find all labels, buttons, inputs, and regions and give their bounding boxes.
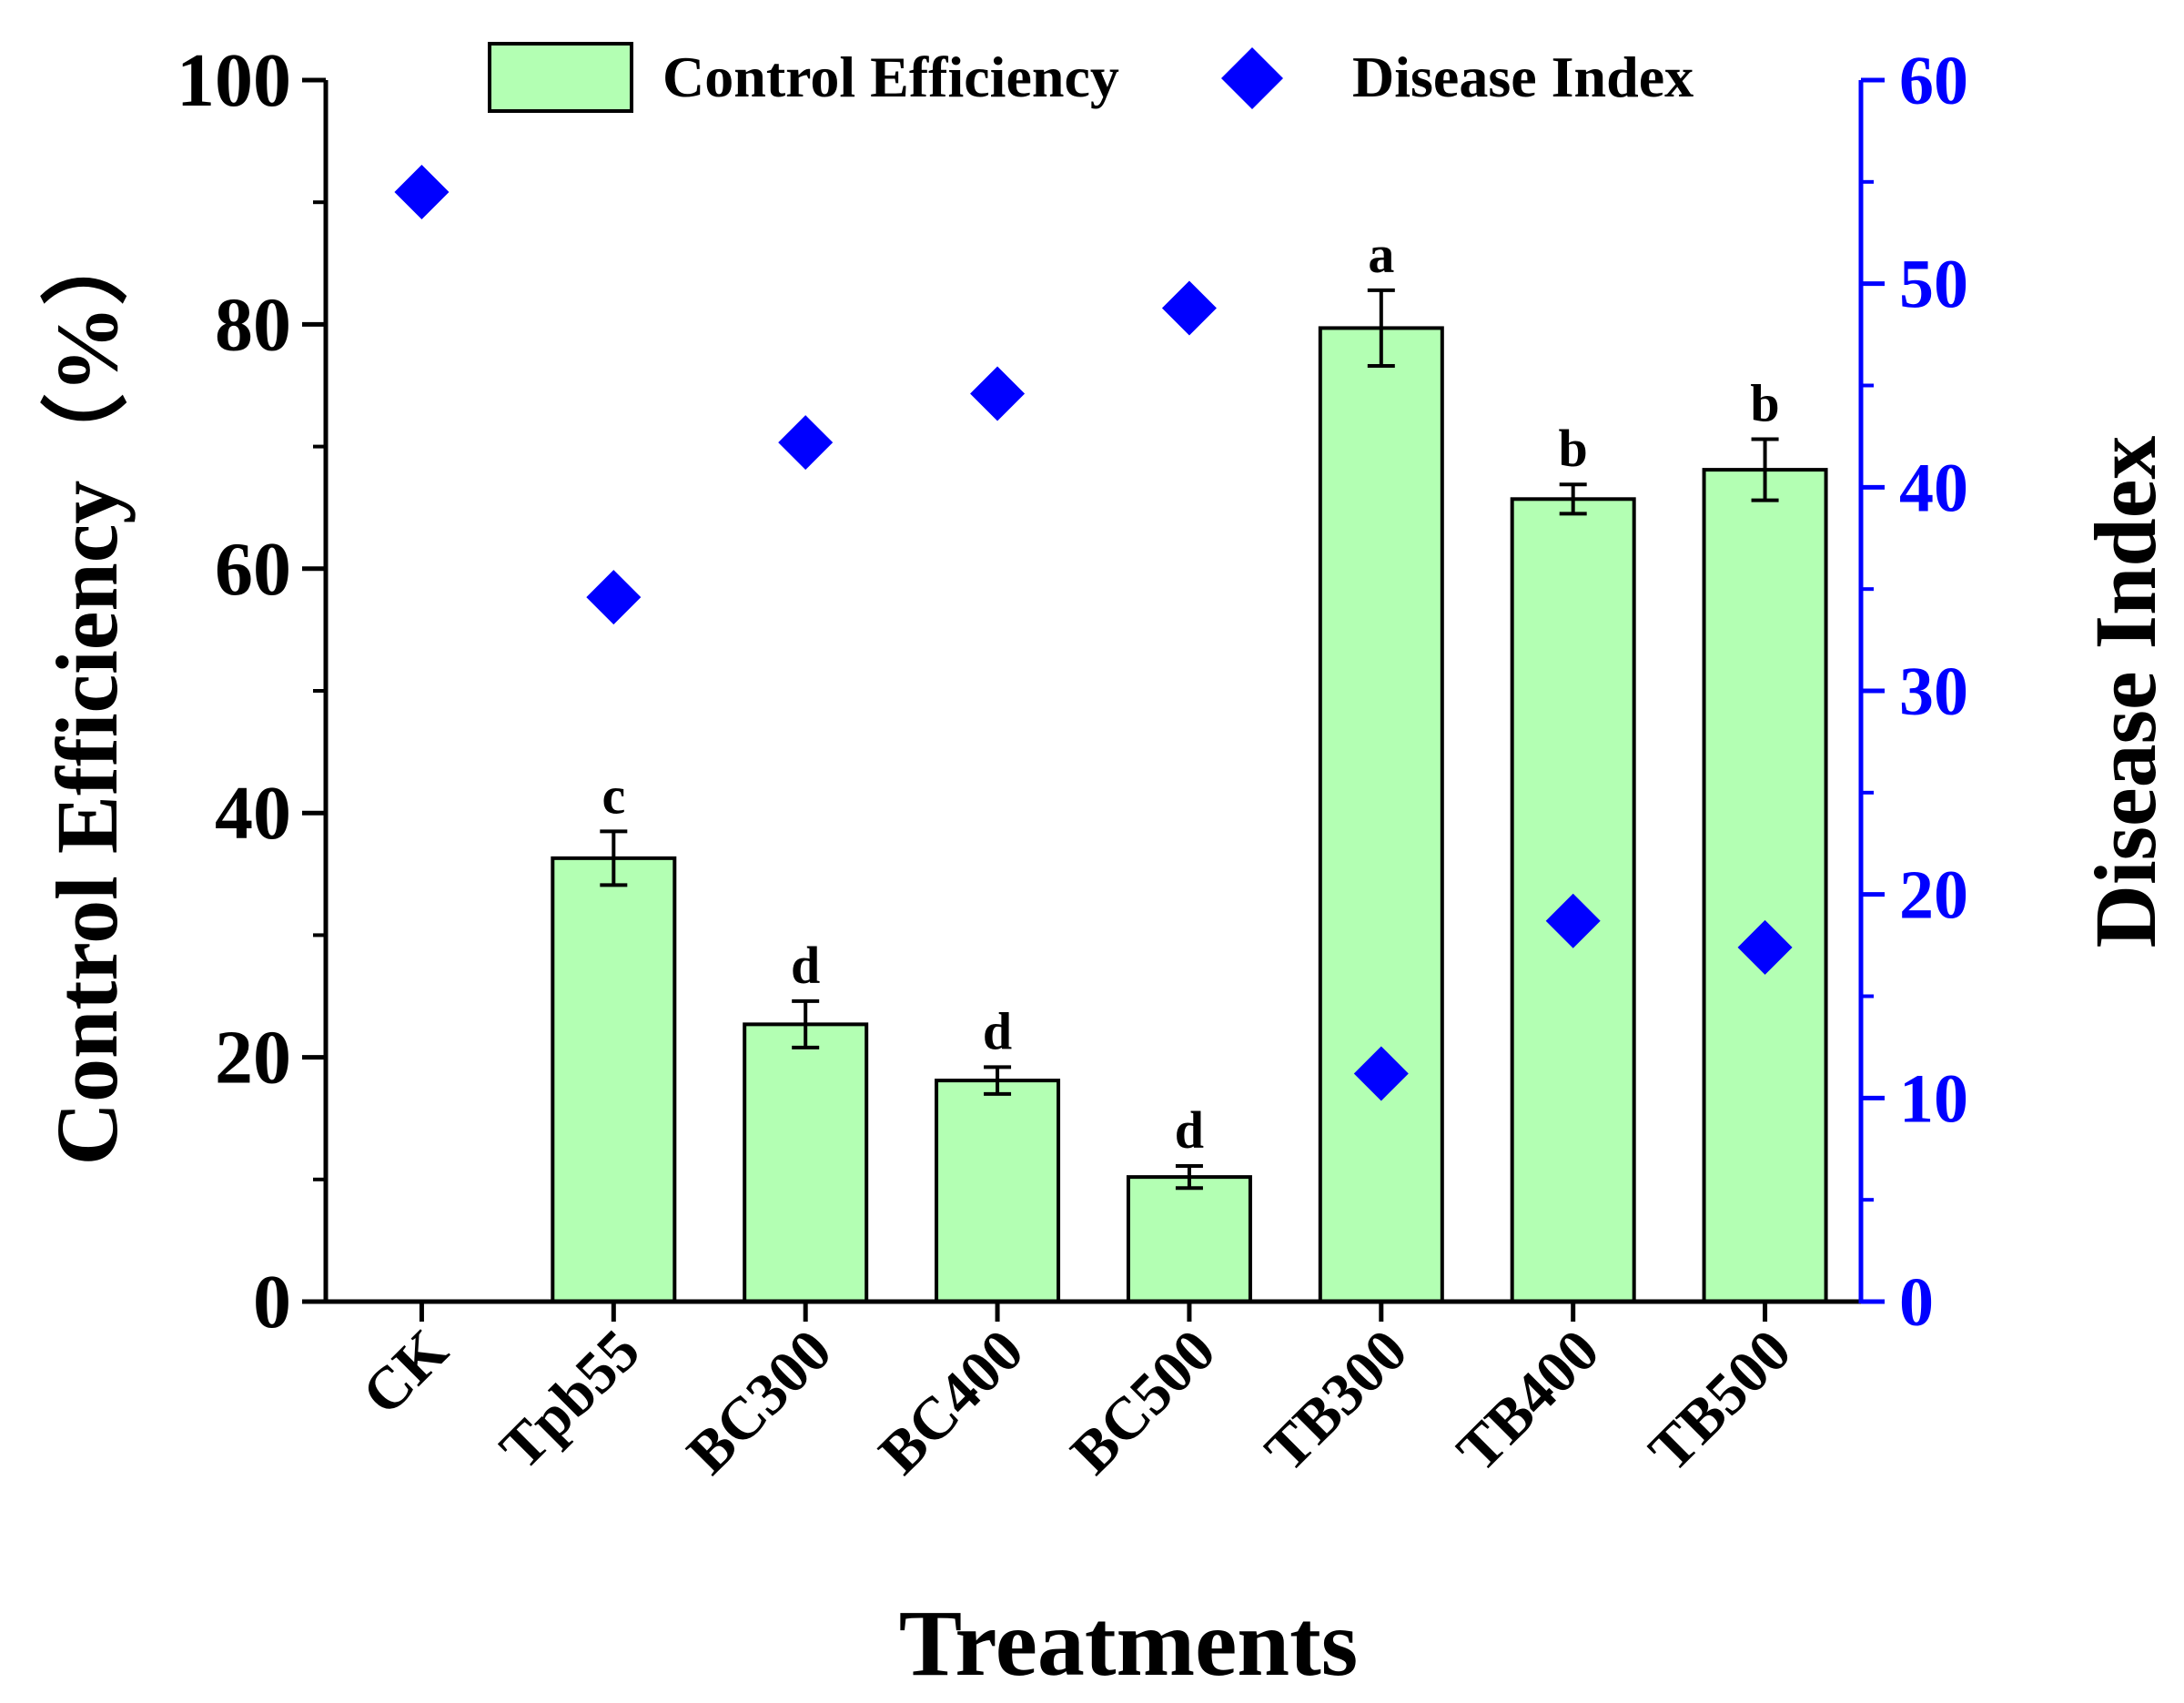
- legend-swatch-control-efficiency: [488, 42, 633, 113]
- left-tick-label-40: 40: [215, 771, 291, 856]
- disease-index-point-BC400: [970, 366, 1026, 421]
- disease-index-point-TB300: [1353, 1046, 1409, 1101]
- x-tick-label-Tpb55: Tpb55: [488, 1317, 652, 1482]
- legend-marker-disease-index: [1221, 47, 1283, 109]
- left-axis-title: Control Efficiency（%）: [38, 218, 136, 1166]
- significance-label-TB400: b: [1559, 419, 1588, 478]
- legend-label-disease-index: Disease Index: [1352, 45, 1694, 109]
- right-tick-label-10: 10: [1899, 1060, 1968, 1137]
- significance-label-TB300: a: [1368, 225, 1394, 284]
- left-tick-label-100: 100: [177, 38, 291, 123]
- x-tick-label-BC300: BC300: [674, 1317, 844, 1486]
- bar-TB500: [1702, 468, 1828, 1303]
- x-tick-label-CK: CK: [349, 1317, 460, 1428]
- significance-label-BC300: d: [791, 936, 820, 995]
- disease-index-point-TB500: [1737, 919, 1793, 975]
- x-tick-label-TB300: TB300: [1253, 1317, 1421, 1485]
- x-tick-label-BC500: BC500: [1058, 1317, 1228, 1486]
- right-tick-label-30: 30: [1899, 654, 1968, 730]
- right-tick-label-50: 50: [1899, 247, 1968, 323]
- left-tick-label-20: 20: [215, 1016, 291, 1100]
- x-tick-label-BC400: BC400: [866, 1317, 1036, 1486]
- bar-BC500: [1126, 1175, 1252, 1303]
- left-tick-label-80: 80: [215, 282, 291, 367]
- bar-TB300: [1318, 326, 1444, 1303]
- bar-BC400: [935, 1079, 1061, 1304]
- x-tick-label-TB400: TB400: [1444, 1317, 1612, 1485]
- left-tick-label-0: 0: [253, 1260, 291, 1344]
- disease-index-point-BC300: [778, 415, 834, 471]
- legend-label-control-efficiency: Control Efficiency: [662, 45, 1119, 109]
- significance-label-Tpb55: c: [602, 765, 625, 825]
- right-tick-label-40: 40: [1899, 450, 1968, 526]
- disease-index-point-Tpb55: [586, 570, 642, 625]
- significance-label-BC500: d: [1175, 1100, 1204, 1160]
- right-tick-label-0: 0: [1899, 1264, 1934, 1341]
- disease-index-point-BC500: [1161, 280, 1217, 336]
- left-tick-label-60: 60: [215, 527, 291, 612]
- bar-BC300: [743, 1022, 869, 1303]
- significance-label-TB500: b: [1750, 374, 1779, 433]
- significance-label-BC400: d: [983, 1001, 1012, 1060]
- right-tick-label-60: 60: [1899, 43, 1968, 119]
- right-tick-label-20: 20: [1899, 857, 1968, 934]
- x-tick-label-TB500: TB500: [1636, 1317, 1804, 1485]
- disease-index-point-CK: [394, 165, 450, 220]
- bar-Tpb55: [551, 856, 677, 1303]
- x-axis-title: Treatments: [899, 1591, 1358, 1696]
- disease-index-point-TB400: [1545, 893, 1601, 948]
- right-axis-title: Disease Index: [2077, 436, 2174, 948]
